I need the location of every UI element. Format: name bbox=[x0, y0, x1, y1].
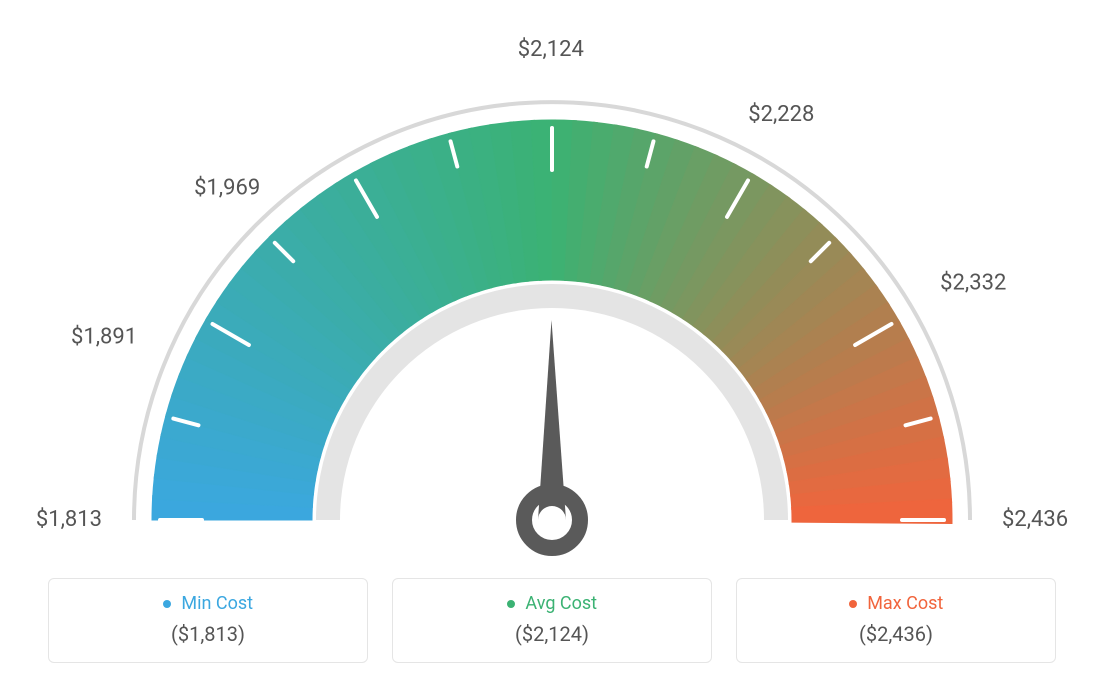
tick-label: $1,891 bbox=[71, 325, 137, 350]
avg-cost-label: Avg Cost bbox=[413, 593, 691, 614]
gauge-chart: $1,813 $1,891 $1,969 $2,124 $2,228 $2,332 $2,4… bbox=[0, 0, 1104, 560]
avg-label-text: Avg Cost bbox=[525, 593, 597, 614]
min-cost-card: Min Cost ($1,813) bbox=[48, 578, 368, 663]
avg-cost-value: ($2,124) bbox=[413, 622, 691, 646]
avg-cost-card: Avg Cost ($2,124) bbox=[392, 578, 712, 663]
tick-label: $2,332 bbox=[940, 271, 1006, 296]
tick-label: $2,124 bbox=[518, 37, 584, 62]
min-cost-value: ($1,813) bbox=[69, 622, 347, 646]
tick-label: $1,813 bbox=[36, 507, 102, 532]
gauge-area: $1,813 $1,891 $1,969 $2,124 $2,228 $2,332 $2,4… bbox=[0, 0, 1104, 560]
max-cost-card: Max Cost ($2,436) bbox=[736, 578, 1056, 663]
min-cost-label: Min Cost bbox=[69, 593, 347, 614]
cost-gauge-container: $1,813 $1,891 $1,969 $2,124 $2,228 $2,332 $2,4… bbox=[0, 0, 1104, 690]
min-label-text: Min Cost bbox=[181, 593, 253, 614]
max-cost-label: Max Cost bbox=[757, 593, 1035, 614]
avg-dot-icon bbox=[507, 600, 515, 608]
summary-cards: Min Cost ($1,813) Avg Cost ($2,124) Max … bbox=[0, 578, 1104, 663]
tick-label: $1,969 bbox=[194, 175, 260, 200]
max-label-text: Max Cost bbox=[867, 593, 943, 614]
needle-hub-inner bbox=[538, 506, 566, 534]
max-cost-value: ($2,436) bbox=[757, 622, 1035, 646]
min-dot-icon bbox=[163, 600, 171, 608]
tick-label: $2,436 bbox=[1002, 507, 1068, 532]
max-dot-icon bbox=[849, 600, 857, 608]
tick-label: $2,228 bbox=[748, 102, 814, 127]
